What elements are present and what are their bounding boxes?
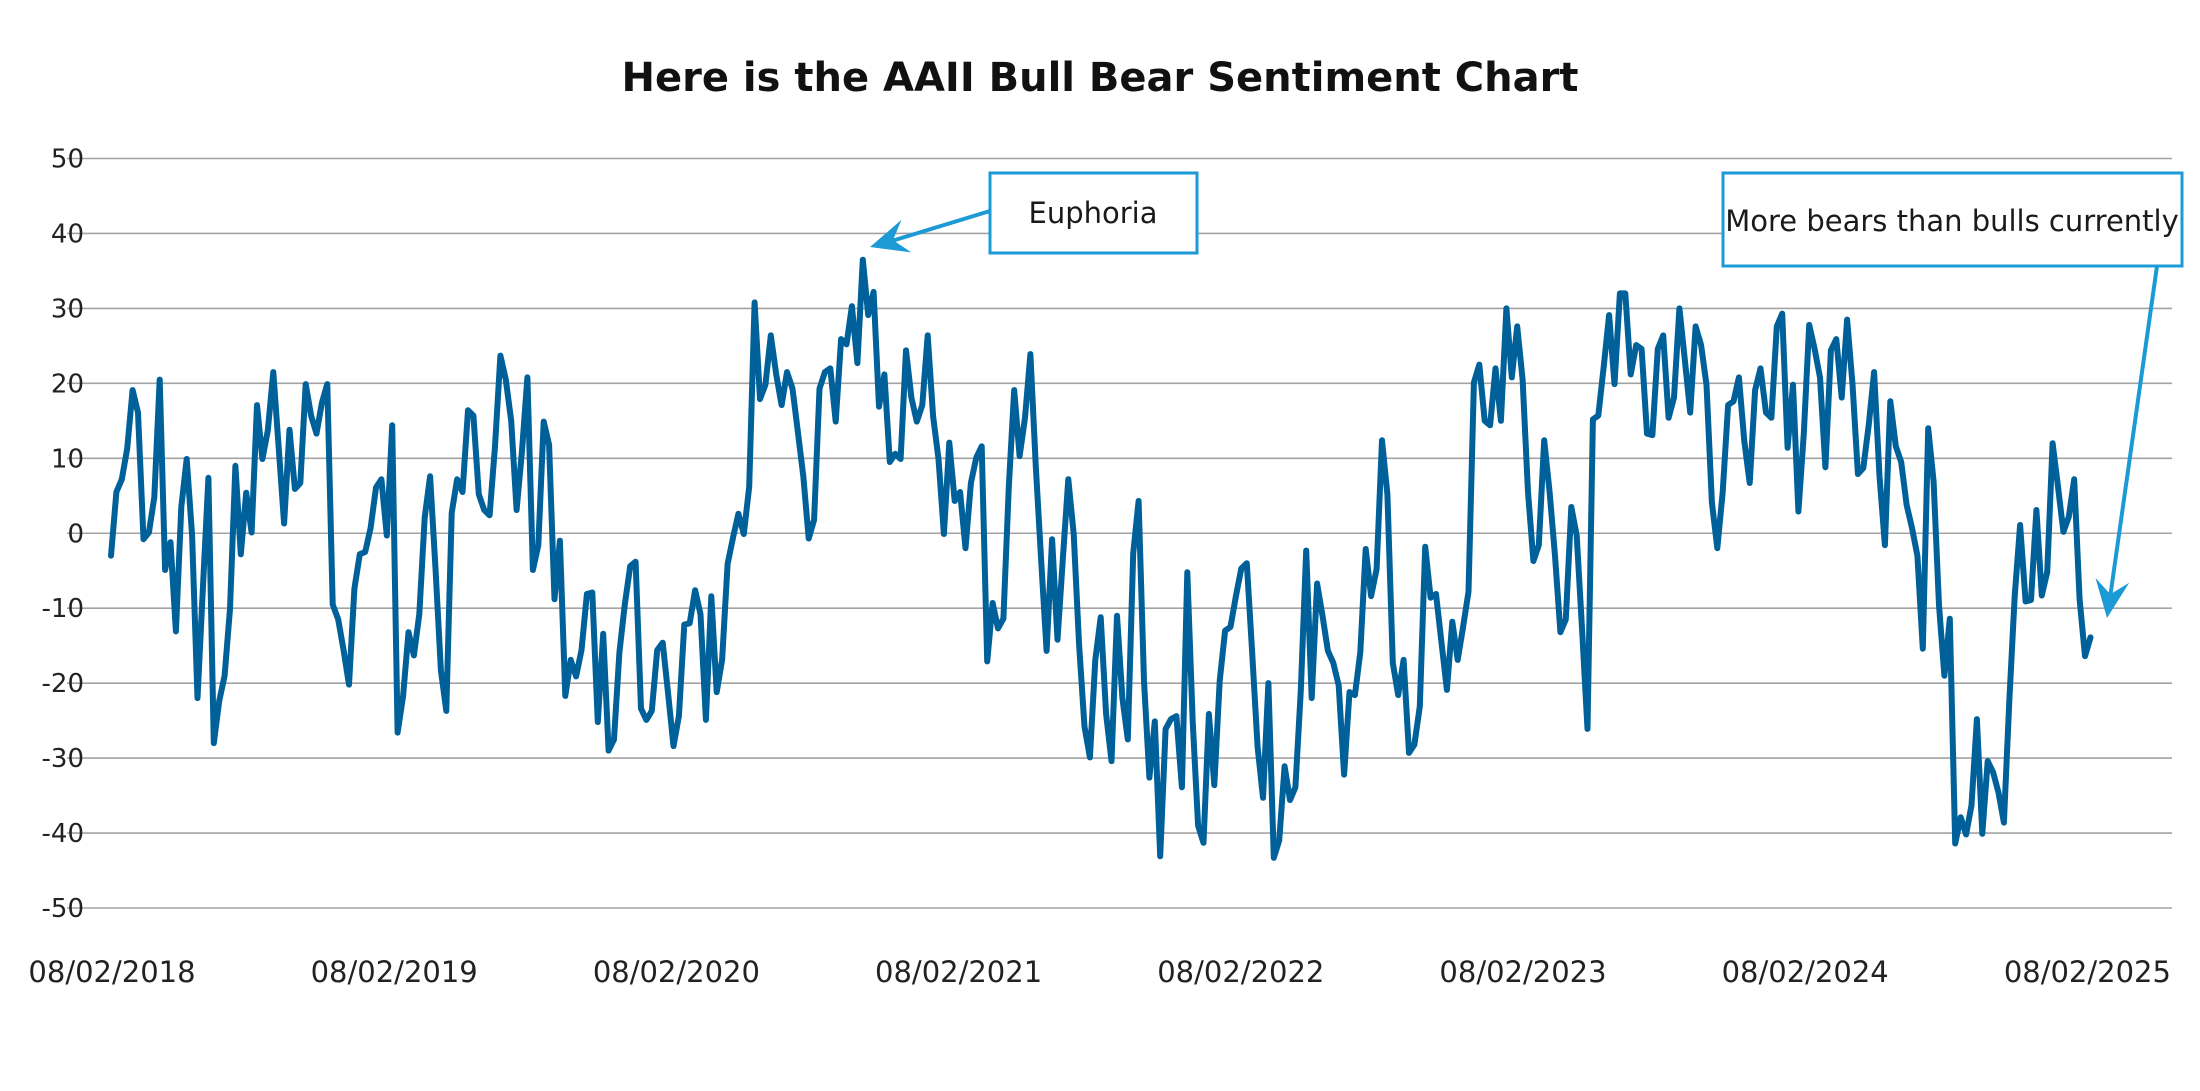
annotation-box	[988, 171, 1199, 255]
chart-title: Here is the AAII Bull Bear Sentiment Cha…	[622, 55, 1579, 101]
y-tick-label: 30	[51, 294, 84, 324]
series-line	[108, 256, 2094, 861]
x-tick-label: 08/02/2018	[28, 955, 195, 989]
x-tick-label: 08/02/2020	[593, 955, 760, 989]
annotation-label: More bears than bulls currently	[1725, 204, 2179, 238]
y-tick-label: 10	[51, 444, 84, 474]
x-tick-label: 08/02/2021	[875, 955, 1042, 989]
annotation-label: Euphoria	[1029, 196, 1158, 230]
y-tick-label: -40	[42, 819, 84, 849]
gridlines	[67, 157, 2172, 909]
x-tick-label: 08/02/2025	[2004, 955, 2171, 989]
annotation-arrow-line	[2108, 265, 2159, 599]
y-axis-labels: 50 40 30 20 10 0 -10 -20 -30 -40 -50	[42, 145, 84, 925]
y-tick-label: -20	[42, 669, 84, 699]
y-tick-label: 50	[51, 145, 84, 175]
x-tick-label: 08/02/2019	[311, 955, 478, 989]
annotation-box	[1721, 171, 2184, 268]
x-tick-label: 08/02/2024	[1722, 955, 1889, 989]
x-tick-label: 08/02/2022	[1157, 955, 1324, 989]
x-tick-label: 08/02/2023	[1439, 955, 1606, 989]
x-axis-labels: 08/02/2018 08/02/2019 08/02/2020 08/02/2021…	[28, 955, 2171, 989]
y-tick-label: 0	[67, 519, 84, 549]
annotation-euphoria: Euphoria	[870, 171, 1199, 255]
arrow-head-icon	[2095, 578, 2130, 618]
y-tick-label: 40	[51, 219, 84, 249]
annotation-current: More bears than bulls currently	[1721, 171, 2184, 618]
y-tick-label: -30	[42, 744, 84, 774]
y-tick-label: -50	[42, 894, 84, 924]
y-tick-label: 20	[51, 369, 84, 399]
annotation-arrow-line	[884, 209, 991, 245]
arrow-head-icon	[870, 219, 912, 253]
y-tick-label: -10	[42, 594, 84, 624]
